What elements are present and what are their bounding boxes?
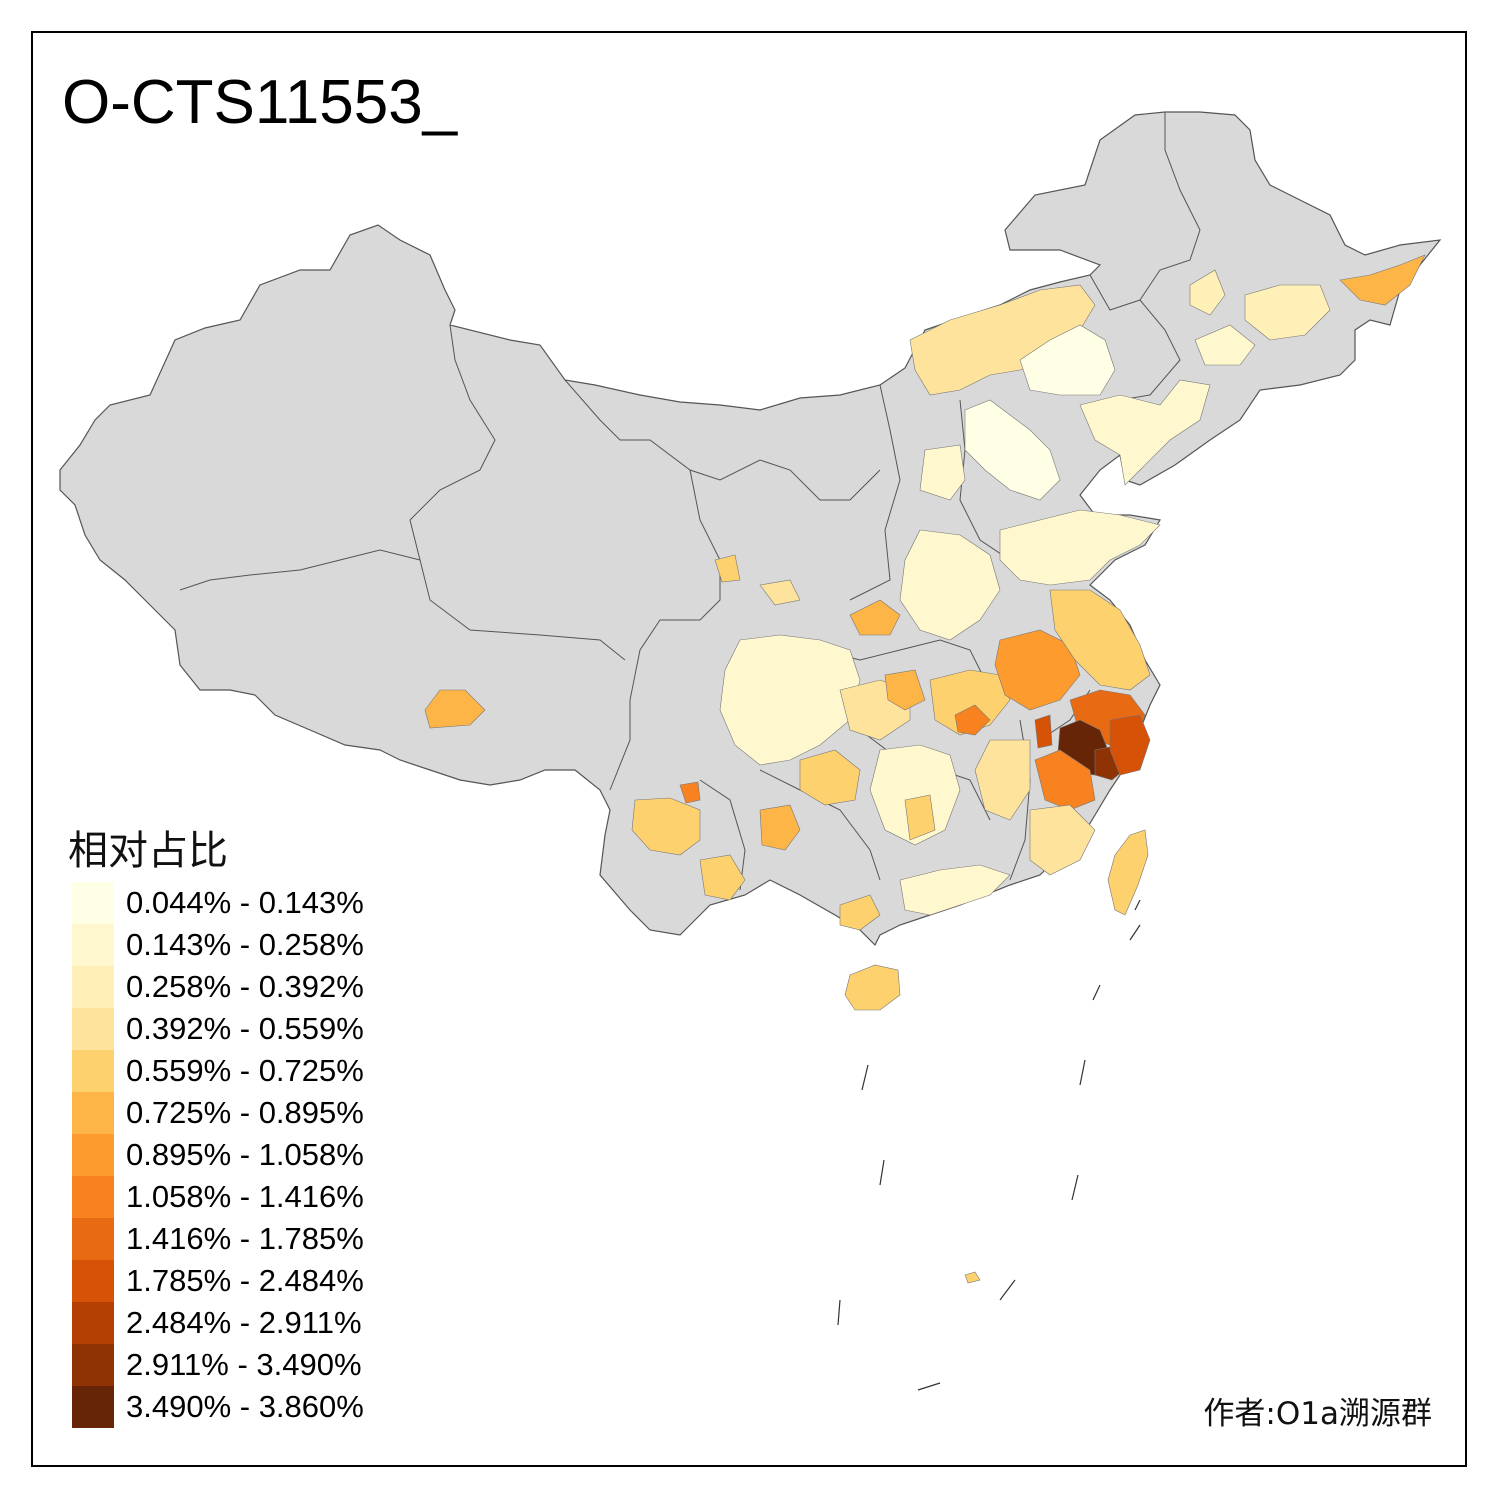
- region-south-china-sea-island: [964, 1271, 981, 1284]
- region-hunan: [869, 744, 961, 846]
- legend-item: 0.559% - 0.725%: [72, 1050, 364, 1092]
- region-hubei-wuhan: [954, 704, 991, 736]
- region-anhui: [994, 629, 1081, 711]
- legend-item: 1.785% - 2.484%: [72, 1260, 364, 1302]
- region-jilin: [1194, 324, 1256, 366]
- legend-label: 0.392% - 0.559%: [126, 1011, 364, 1046]
- region-gansu-south: [759, 579, 801, 606]
- province-borders: [179, 112, 1201, 891]
- region-shandong: [999, 509, 1161, 586]
- region-liaoning: [1079, 379, 1211, 486]
- region-hainan: [844, 964, 901, 1011]
- legend-swatch: [72, 1344, 114, 1386]
- legend-swatch: [72, 1092, 114, 1134]
- region-yunnan-south: [699, 854, 746, 901]
- legend-title: 相对占比: [68, 828, 228, 874]
- legend-label: 0.895% - 1.058%: [126, 1137, 364, 1172]
- legend-item: 0.143% - 0.258%: [72, 924, 364, 966]
- region-zhejiang-south: [1109, 714, 1151, 776]
- legend-swatch: [72, 924, 114, 966]
- mainland-china-outline: [59, 111, 1442, 947]
- legend-label: 2.484% - 2.911%: [126, 1305, 362, 1340]
- region-shanxi: [919, 444, 966, 501]
- legend-swatch: [72, 882, 114, 924]
- legend-item: 0.895% - 1.058%: [72, 1134, 364, 1176]
- legend: 0.044% - 0.143% 0.143% - 0.258% 0.258% -…: [72, 882, 364, 1428]
- region-hebei-north: [964, 399, 1061, 501]
- region-heilongjiang-central: [1244, 284, 1331, 341]
- legend-label: 0.044% - 0.143%: [126, 885, 364, 920]
- legend-item: 0.392% - 0.559%: [72, 1008, 364, 1050]
- region-hubei: [929, 669, 1011, 736]
- region-heilongjiang-west: [1189, 269, 1226, 316]
- legend-swatch: [72, 1008, 114, 1050]
- region-jiangxi: [974, 739, 1031, 821]
- region-yunnan-northwest: [679, 781, 701, 804]
- region-jiangsu: [1049, 589, 1151, 691]
- region-guizhou-north: [799, 749, 861, 806]
- legend-label: 1.058% - 1.416%: [126, 1179, 364, 1214]
- legend-item: 0.725% - 0.895%: [72, 1092, 364, 1134]
- legend-swatch: [72, 1260, 114, 1302]
- region-heilongjiang-east: [1339, 254, 1426, 306]
- legend-swatch: [72, 1302, 114, 1344]
- legend-label: 0.559% - 0.725%: [126, 1053, 364, 1088]
- region-hubei-west: [884, 669, 926, 711]
- region-shaanxi: [849, 599, 901, 636]
- region-sichuan: [719, 634, 861, 766]
- region-qinghai-east: [714, 554, 741, 583]
- legend-item: 2.911% - 3.490%: [72, 1344, 364, 1386]
- region-guizhou: [759, 804, 801, 851]
- legend-item: 0.044% - 0.143%: [72, 882, 364, 924]
- south-china-sea-boundary-marks: [837, 899, 1141, 1391]
- prefecture-regions: [424, 254, 1426, 1284]
- region-jiangxi-red: [1034, 714, 1053, 749]
- legend-swatch: [72, 1218, 114, 1260]
- legend-label: 3.490% - 3.860%: [126, 1389, 364, 1424]
- legend-label: 0.143% - 0.258%: [126, 927, 364, 962]
- legend-item: 0.258% - 0.392%: [72, 966, 364, 1008]
- region-fujian: [1029, 804, 1096, 876]
- legend-item: 2.484% - 2.911%: [72, 1302, 364, 1344]
- legend-swatch: [72, 1386, 114, 1428]
- region-guangxi: [839, 894, 881, 931]
- legend-swatch: [72, 1176, 114, 1218]
- legend-item: 3.490% - 3.860%: [72, 1386, 364, 1428]
- region-guangdong: [899, 864, 1011, 916]
- legend-swatch: [72, 1050, 114, 1092]
- legend-label: 0.258% - 0.392%: [126, 969, 364, 1004]
- region-tibet: [424, 689, 486, 729]
- region-jiangxi-hot: [1034, 749, 1096, 811]
- region-inner-mongolia-hulunbuir: [1019, 324, 1116, 396]
- region-yunnan-west: [631, 797, 701, 856]
- legend-label: 2.911% - 3.490%: [126, 1347, 362, 1382]
- legend-item: 1.058% - 1.416%: [72, 1176, 364, 1218]
- author-credit: 作者:O1a溯源群: [1203, 1396, 1432, 1432]
- legend-swatch: [72, 1134, 114, 1176]
- legend-label: 1.785% - 2.484%: [126, 1263, 364, 1298]
- legend-swatch: [72, 966, 114, 1008]
- region-henan: [899, 529, 1001, 641]
- region-taiwan: [1107, 829, 1149, 916]
- legend-label: 0.725% - 0.895%: [126, 1095, 364, 1130]
- region-hunan-south: [904, 794, 936, 841]
- map-title: O-CTS11553_: [62, 68, 458, 137]
- legend-item: 1.416% - 1.785%: [72, 1218, 364, 1260]
- legend-label: 1.416% - 1.785%: [126, 1221, 364, 1256]
